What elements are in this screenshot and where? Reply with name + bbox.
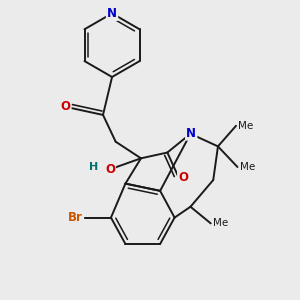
Text: Me: Me bbox=[240, 162, 255, 172]
Text: N: N bbox=[107, 7, 117, 20]
Text: Br: Br bbox=[68, 211, 83, 224]
Text: Me: Me bbox=[238, 121, 254, 131]
Text: O: O bbox=[178, 171, 188, 184]
Text: O: O bbox=[105, 164, 115, 176]
Text: H: H bbox=[88, 162, 98, 172]
Text: O: O bbox=[60, 100, 70, 113]
Text: N: N bbox=[186, 127, 196, 140]
Text: Me: Me bbox=[213, 218, 228, 228]
